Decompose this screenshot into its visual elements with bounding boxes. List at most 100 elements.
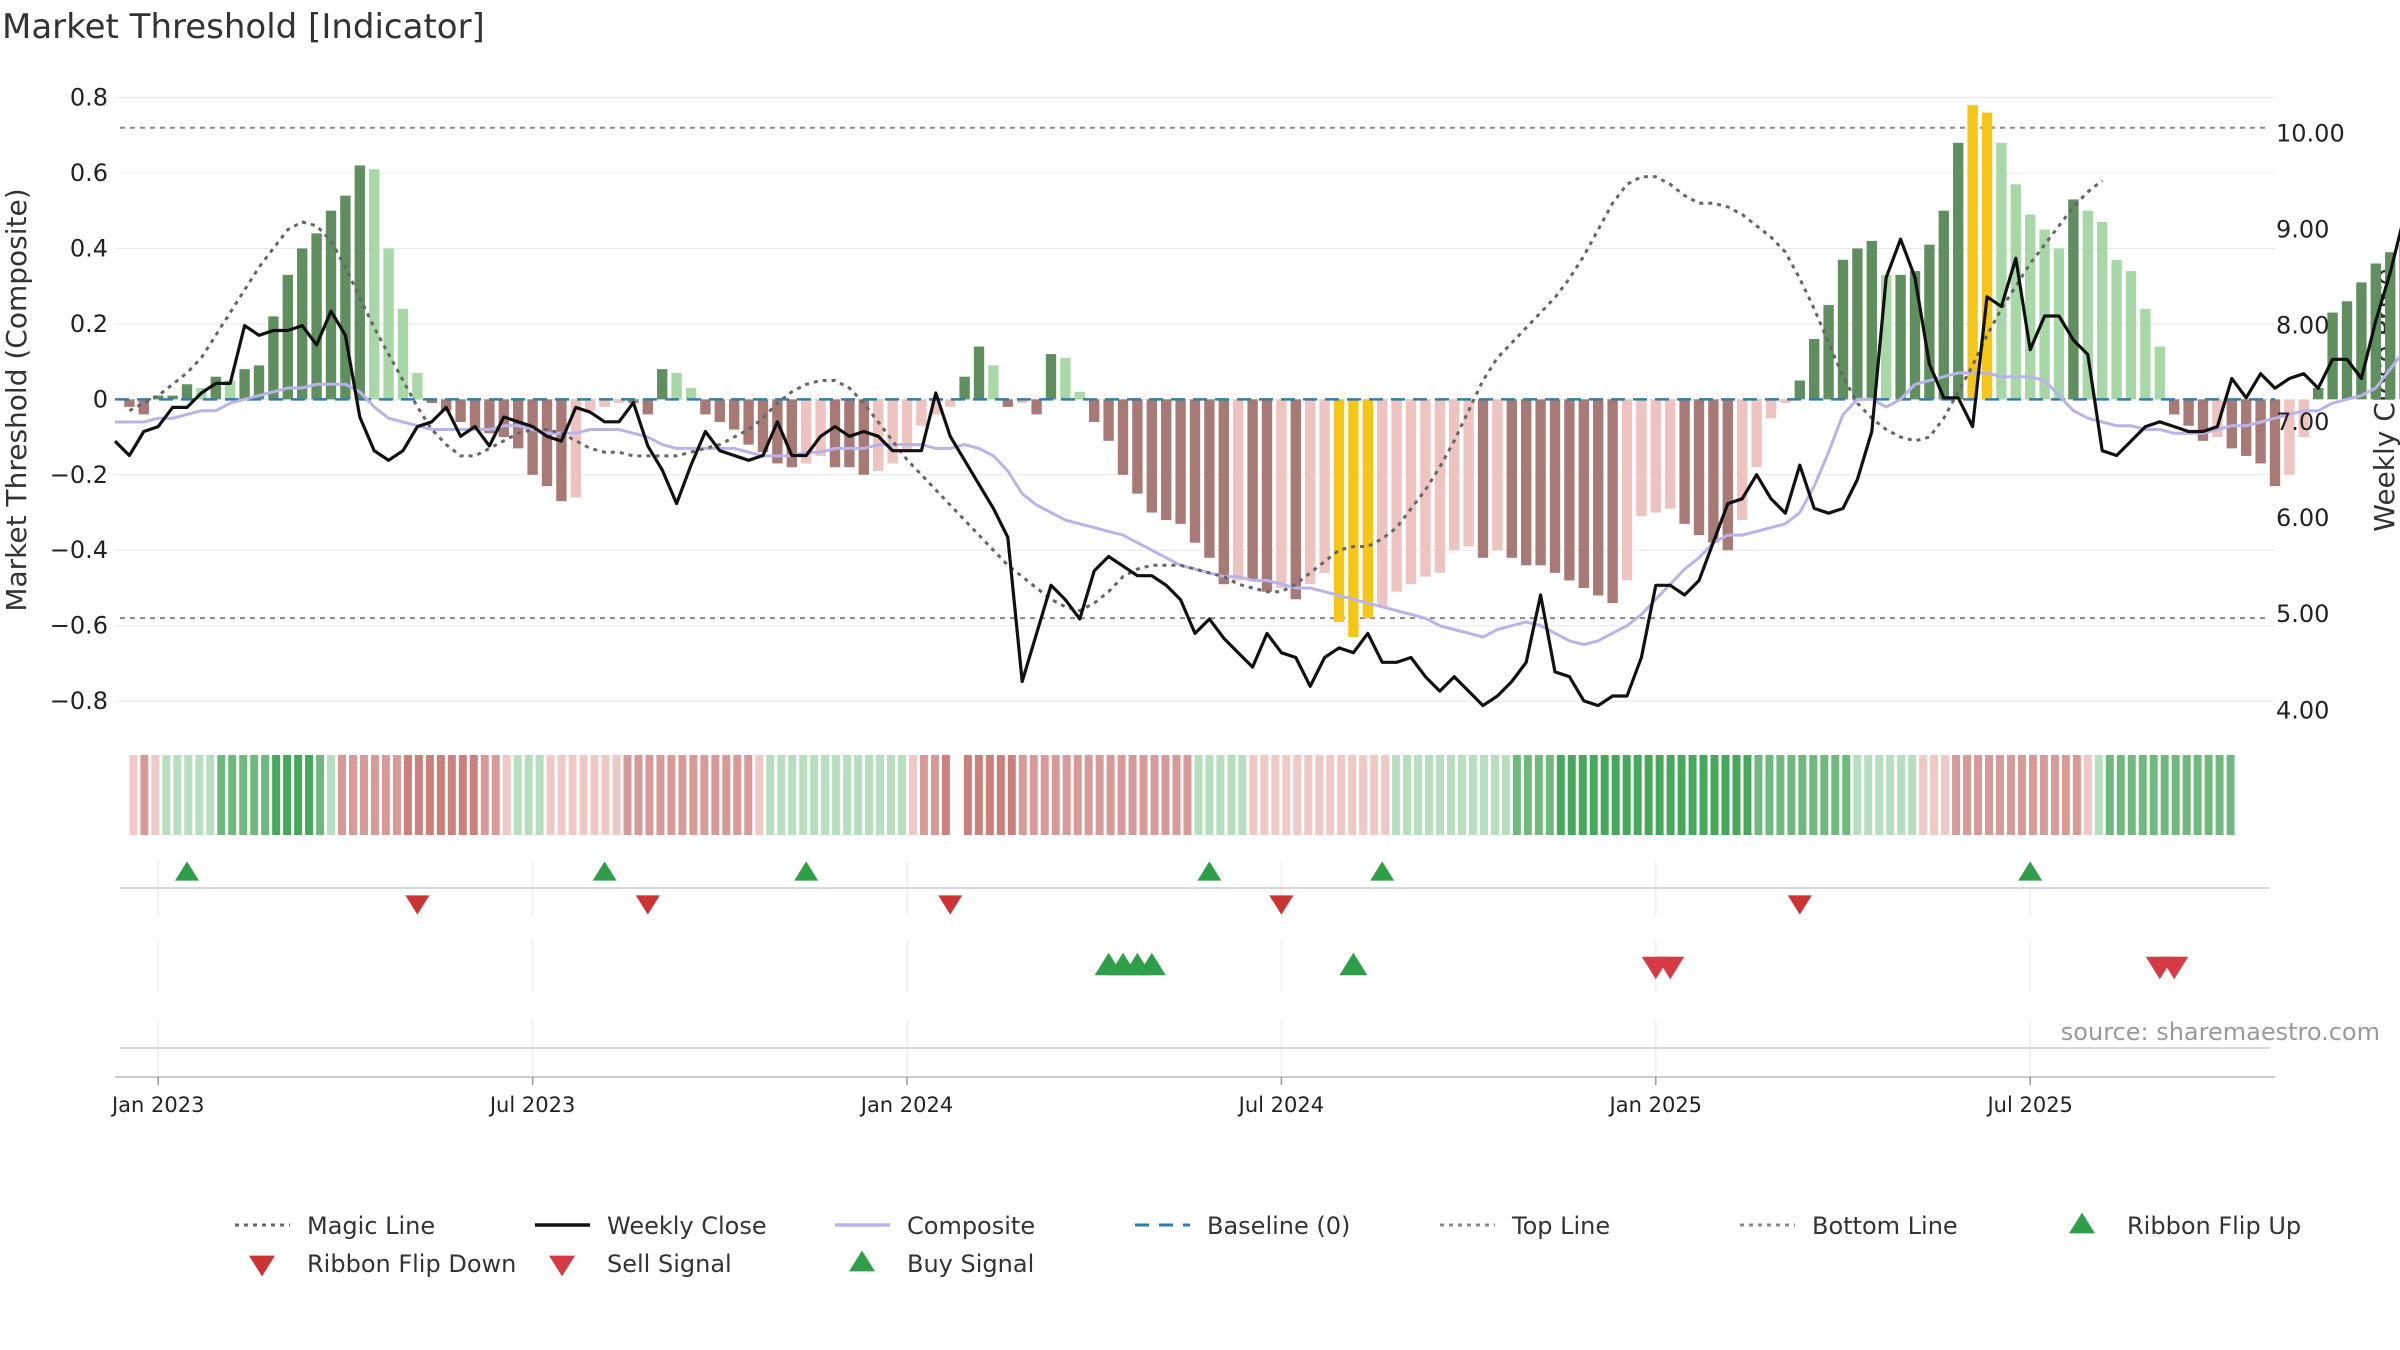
- ribbon-cell: [359, 755, 368, 835]
- ribbon-cell: [173, 755, 182, 835]
- magic-line: [128, 175, 2104, 613]
- ribbon-cell: [1392, 755, 1401, 835]
- ribbon-cell: [2006, 755, 2015, 835]
- ribbon-cell: [2127, 755, 2136, 835]
- ribbon-cell: [1403, 755, 1412, 835]
- legend-label: Baseline (0): [1207, 1212, 1350, 1240]
- composite-bar: [714, 399, 725, 422]
- y-tick-label: −0.4: [50, 536, 108, 564]
- composite-bar: [1650, 399, 1661, 513]
- ribbon-cell: [1534, 755, 1543, 835]
- ribbon-cell: [1447, 755, 1455, 835]
- composite-bar: [1521, 399, 1532, 566]
- y-tick-label: −0.6: [50, 612, 108, 640]
- ribbon-cell: [1743, 755, 1752, 835]
- composite-bar: [2053, 248, 2065, 400]
- ribbon-cell: [140, 755, 149, 835]
- ribbon-cell: [436, 755, 445, 835]
- ribbon-cell: [2226, 755, 2235, 835]
- composite-bar: [1506, 399, 1517, 558]
- ribbon-cell: [338, 755, 346, 835]
- ribbon-cell: [272, 755, 281, 835]
- ribbon-cell: [821, 755, 830, 835]
- composite-bar: [1276, 399, 1287, 588]
- composite-bar: [2111, 259, 2122, 400]
- ribbon-cell: [1084, 755, 1093, 835]
- y-tick-label: 0.8: [70, 84, 108, 112]
- composite-bar: [1117, 399, 1129, 475]
- x-tick-label: Jan 2024: [859, 1093, 954, 1117]
- ribbon-cell: [952, 755, 961, 835]
- ribbon-cell: [1106, 755, 1115, 835]
- ribbon-cell: [1260, 755, 1269, 835]
- ribbon-cell: [491, 755, 500, 835]
- ribbon-cell: [678, 755, 687, 835]
- ribbon-cell: [832, 755, 841, 835]
- ribbon-cell: [755, 755, 764, 835]
- composite-bar: [1449, 399, 1460, 551]
- source-label: source: sharemaestro.com: [2061, 1018, 2380, 1046]
- ribbon-cell: [1370, 755, 1379, 835]
- overlay-lines: [113, 175, 2400, 708]
- ribbon-cell: [887, 755, 895, 835]
- legend-swatch: [2069, 1212, 2095, 1234]
- ribbon-cell: [1304, 755, 1313, 835]
- legend-swatch: [549, 1255, 575, 1277]
- ribbon-cell: [590, 755, 599, 835]
- ribbon-cell: [777, 755, 786, 835]
- composite-bar: [700, 399, 711, 415]
- ribbon-cell: [294, 755, 303, 835]
- ribbon-cell: [1985, 755, 1993, 835]
- x-tick-label: Jul 2025: [1985, 1093, 2072, 1117]
- composite-bar: [1002, 399, 1013, 407]
- composite-bar: [2025, 214, 2036, 400]
- ribbon-cell: [919, 755, 928, 835]
- composite-bar: [829, 399, 841, 468]
- composite-bar: [642, 399, 653, 415]
- composite-bar: [901, 399, 913, 453]
- ribbon-cell: [546, 755, 555, 835]
- composite-bar: [2140, 308, 2151, 400]
- legend-item: Magic Line: [235, 1212, 435, 1240]
- ribbon-cell: [316, 755, 325, 835]
- ribbon-cell: [1798, 755, 1807, 835]
- ribbon-cell: [1073, 755, 1082, 835]
- composite-bar: [743, 399, 754, 445]
- ribbon-flip-up-marker: [592, 861, 617, 881]
- ribbon-cell: [1337, 755, 1346, 835]
- ribbon-cell: [228, 755, 237, 835]
- composite-bar: [2154, 346, 2165, 400]
- composite-bar: [2327, 312, 2338, 400]
- ribbon-cell: [1688, 755, 1697, 835]
- ribbon-cell: [601, 755, 610, 835]
- ribbon-cell: [623, 755, 632, 835]
- composite-bar: [930, 399, 941, 415]
- legend: Magic Line Weekly Close Composite Baseline …: [235, 1212, 2301, 1278]
- ribbon-cell: [579, 755, 588, 835]
- composite-bar: [1017, 399, 1028, 404]
- ribbon-cell: [1831, 755, 1840, 835]
- ribbon-cell: [1128, 755, 1137, 835]
- composite-bar: [1434, 399, 1445, 573]
- composite-bar: [887, 399, 898, 464]
- composite-bar: [426, 399, 437, 404]
- ribbon-cell: [1886, 755, 1895, 835]
- composite-bar: [1103, 399, 1114, 441]
- ribbon-cell: [930, 755, 939, 835]
- ribbon-cell: [941, 755, 950, 835]
- ribbon-cell: [876, 755, 885, 835]
- composite-bar: [167, 395, 178, 400]
- ribbon-cell: [1018, 755, 1027, 835]
- legend-label: Sell Signal: [607, 1250, 732, 1278]
- composite-bar: [671, 372, 682, 400]
- composite-bar: [441, 399, 452, 411]
- ribbon-cell: [1007, 755, 1016, 835]
- composite-bar: [397, 308, 409, 400]
- ribbon-cell: [206, 755, 215, 835]
- composite-bar: [297, 248, 308, 400]
- legend-label: Composite: [907, 1212, 1035, 1240]
- composite-bar: [527, 399, 538, 475]
- composite-bar: [2010, 184, 2021, 400]
- ribbon-flip-down-marker: [635, 895, 660, 915]
- composite-bar: [1996, 142, 2007, 400]
